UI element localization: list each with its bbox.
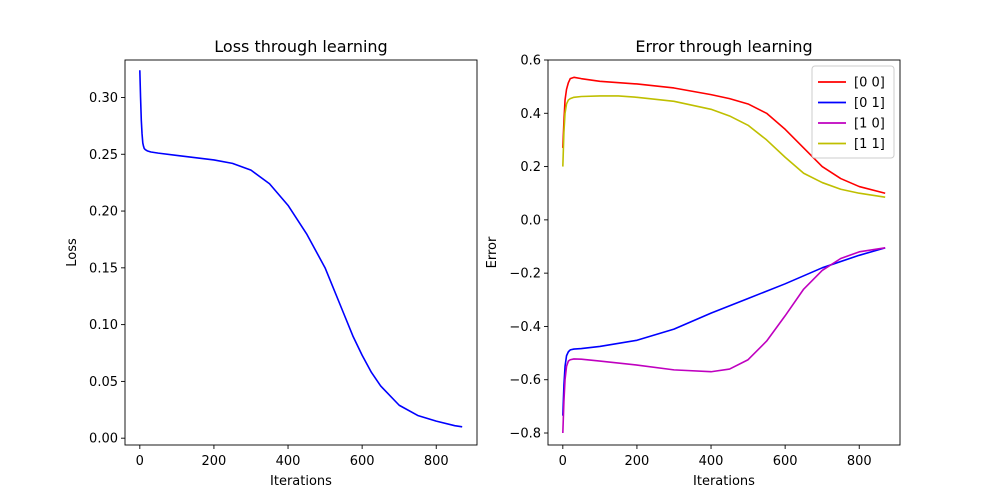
loss-x-tick-label: 800 [424, 454, 449, 469]
error-y-axis-label: Error [485, 236, 500, 268]
loss-chart-title: Loss through learning [214, 37, 387, 56]
loss-y-tick-label: 0.20 [89, 205, 118, 220]
loss-series-line-1 [139, 70, 463, 428]
loss-y-tick-label: 0.00 [89, 432, 118, 447]
loss-x-tick-label: 200 [202, 454, 227, 469]
error-x-tick-label: 600 [773, 454, 798, 469]
error-x-tick-label: 400 [699, 454, 724, 469]
loss-y-axis-label: Loss [65, 238, 80, 267]
error-legend-label-1-1: [1 1] [854, 137, 885, 152]
loss-y-tick-label: 0.30 [89, 91, 118, 106]
error-x-tick-label: 0 [559, 454, 567, 469]
loss-x-tick-label: 400 [276, 454, 301, 469]
error-y-tick-label: −0.6 [509, 373, 541, 388]
error-legend-label-0-1: [0 1] [854, 96, 885, 111]
error-legend-box [811, 65, 895, 159]
error-x-tick-label: 200 [625, 454, 650, 469]
error-chart-title: Error through learning [635, 37, 812, 56]
error-series-line-0-0 [562, 76, 886, 194]
loss-y-tick-label: 0.05 [89, 375, 118, 390]
error-series-line-0-1 [562, 247, 886, 416]
error-legend-label-0-0: [0 0] [854, 76, 885, 91]
error-y-tick-label: 0.4 [520, 107, 541, 122]
error-y-tick-label: −0.2 [509, 267, 541, 282]
loss-y-tick-label: 0.10 [89, 318, 118, 333]
error-x-tick-label: 800 [847, 454, 872, 469]
error-y-tick-label: −0.4 [509, 320, 541, 335]
error-series-line-1-0 [562, 247, 886, 434]
error-series-line-1-1 [562, 95, 886, 199]
loss-y-tick-label: 0.25 [89, 148, 118, 163]
loss-x-tick-label: 600 [350, 454, 375, 469]
error-chart: 0 200 400 600 800 −0.8 −0.6 −0.4 −0.2 0.0 0.2 0.4 0.… [485, 37, 901, 489]
error-axes-frame [547, 59, 901, 446]
error-legend: [0 0] [0 1] [1 0] [1 1] [811, 65, 895, 159]
error-legend-label-1-0: [1 0] [854, 117, 885, 132]
loss-y-tick-label: 0.15 [89, 261, 118, 276]
error-x-axis-label: Iterations [693, 474, 755, 489]
error-y-tick-label: −0.8 [509, 427, 541, 442]
loss-chart: 0 200 400 600 800 0.00 0.05 0.10 0.15 0.20 0.25 0.3… [65, 37, 478, 489]
loss-x-tick-label: 0 [136, 454, 144, 469]
error-y-tick-label: 0.2 [520, 160, 541, 175]
error-y-tick-label: 0.0 [520, 213, 541, 228]
loss-x-axis-label: Iterations [270, 474, 332, 489]
loss-axes-frame [124, 59, 478, 446]
error-y-tick-label: 0.6 [520, 54, 541, 69]
